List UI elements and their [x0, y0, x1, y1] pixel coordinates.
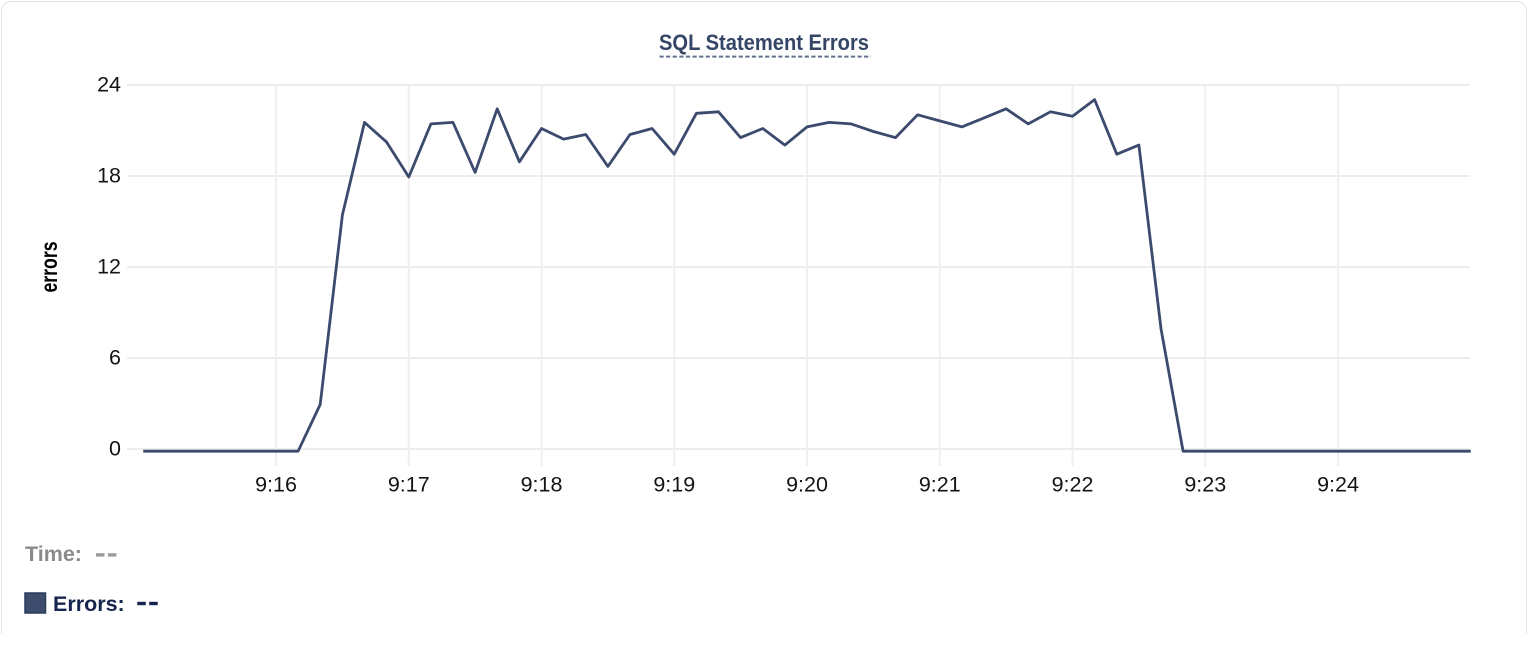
svg-text:9:19: 9:19 — [653, 473, 695, 497]
svg-text:Time:: Time: — [25, 542, 82, 566]
svg-text:0: 0 — [109, 437, 121, 461]
svg-text:9:17: 9:17 — [388, 473, 430, 497]
svg-text:9:24: 9:24 — [1317, 473, 1359, 497]
svg-text:9:20: 9:20 — [786, 473, 828, 497]
svg-text:6: 6 — [109, 346, 121, 370]
svg-text:9:16: 9:16 — [255, 473, 297, 497]
svg-text:24: 24 — [97, 73, 121, 97]
svg-text:9:18: 9:18 — [521, 473, 563, 497]
svg-text:9:22: 9:22 — [1052, 473, 1094, 497]
svg-text:9:23: 9:23 — [1184, 473, 1226, 497]
svg-text:SQL Statement Errors: SQL Statement Errors — [659, 30, 869, 55]
svg-text:18: 18 — [97, 164, 121, 188]
svg-text:Errors:: Errors: — [53, 592, 125, 616]
svg-text:12: 12 — [97, 255, 121, 279]
svg-text:errors: errors — [36, 242, 62, 293]
svg-text:9:21: 9:21 — [919, 473, 961, 497]
